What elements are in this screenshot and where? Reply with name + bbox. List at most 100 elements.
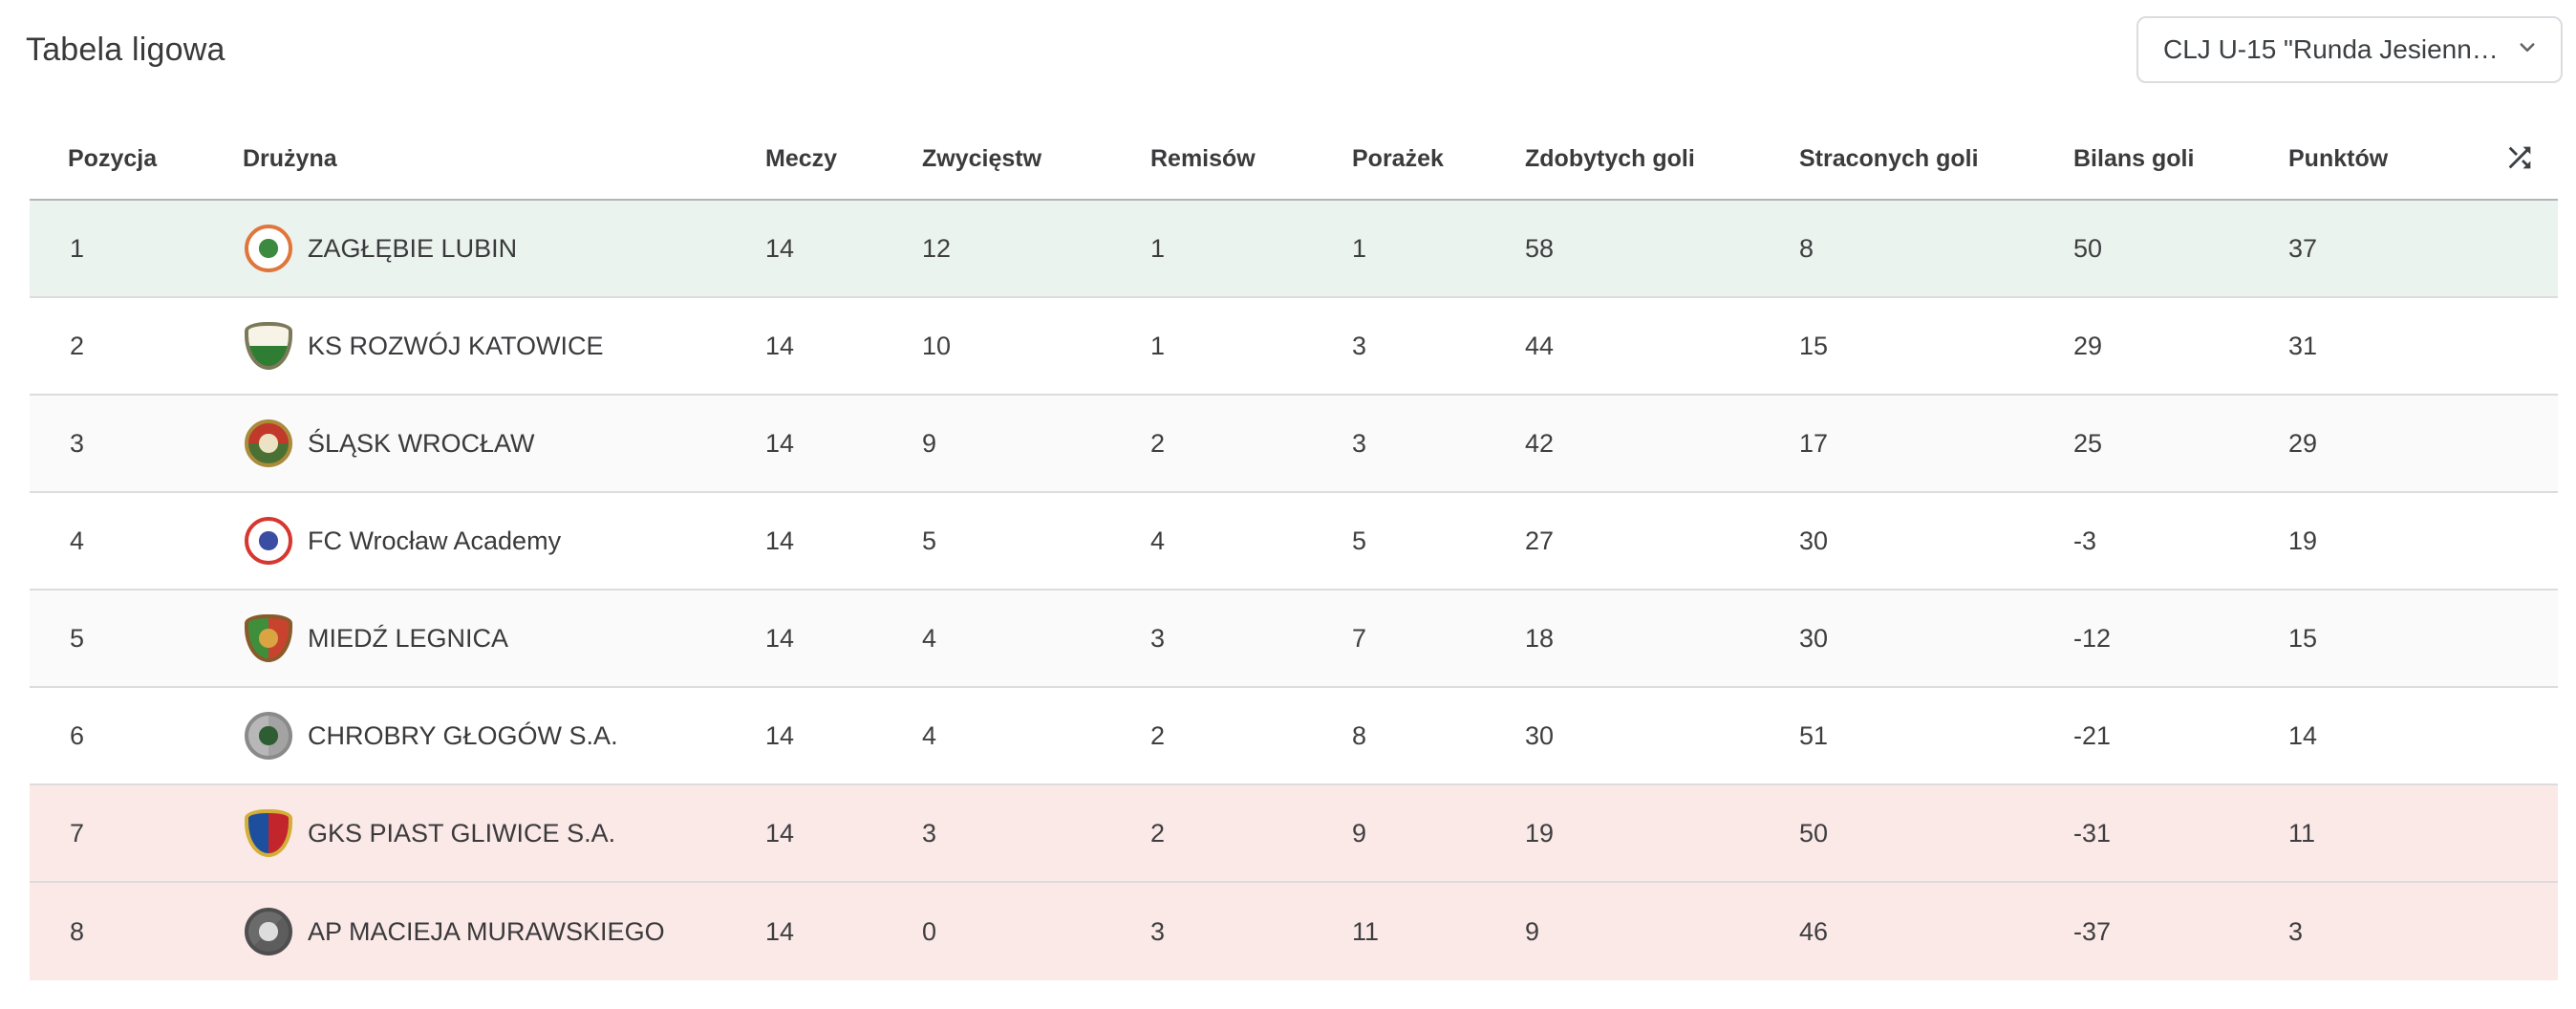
cell-goal_diff: -21 [2073, 720, 2112, 750]
cell-goal_diff: 25 [2073, 428, 2103, 458]
cell-pos: 2 [70, 331, 85, 360]
cell-pos: 6 [70, 720, 85, 750]
cell-goal_diff: -3 [2073, 526, 2097, 555]
rozwoj-katowice-crest-icon [245, 322, 292, 370]
team-name: FC Wrocław Academy [308, 526, 562, 555]
season-select-value: CLJ U-15 "Runda Jesienna G… [2163, 34, 2513, 64]
cell-wins: 10 [922, 331, 952, 360]
column-header-losses: Porażek [1352, 145, 1444, 172]
column-header-goals_against: Straconych goli [1799, 145, 1979, 172]
cell-wins: 3 [922, 818, 937, 848]
cell-losses: 3 [1352, 428, 1367, 458]
cell-goals_against: 8 [1799, 233, 1814, 263]
cell-losses: 1 [1352, 233, 1367, 263]
shuffle-header-cell [2481, 138, 2558, 181]
team-cell: ŚLĄSK WROCŁAW [243, 419, 765, 467]
cell-goals_for: 58 [1525, 233, 1555, 263]
cell-played: 14 [765, 623, 795, 653]
cell-draws: 2 [1150, 428, 1166, 458]
cell-points: 14 [2288, 720, 2318, 750]
ap-macieja-murawskiego-crest-icon [245, 908, 292, 955]
cell-played: 14 [765, 331, 795, 360]
column-header-played: Meczy [765, 145, 838, 172]
cell-wins: 12 [922, 233, 952, 263]
cell-played: 14 [765, 526, 795, 555]
page-title: Tabela ligowa [26, 31, 225, 68]
cell-goal_diff: -37 [2073, 916, 2112, 946]
cell-wins: 9 [922, 428, 937, 458]
cell-draws: 3 [1150, 623, 1166, 653]
table-row: 8 AP MACIEJA MURAWSKIEGO 14 0 3 11 9 46 -37 3 [30, 883, 2558, 980]
cell-goals_against: 50 [1799, 818, 1829, 848]
cell-points: 31 [2288, 331, 2318, 360]
team-name: ZAGŁĘBIE LUBIN [308, 233, 518, 263]
cell-draws: 4 [1150, 526, 1166, 555]
column-header-team: Drużyna [243, 145, 337, 172]
team-cell: AP MACIEJA MURAWSKIEGO [243, 908, 765, 955]
cell-played: 14 [765, 428, 795, 458]
cell-draws: 1 [1150, 331, 1166, 360]
cell-losses: 3 [1352, 331, 1367, 360]
column-header-wins: Zwycięstw [922, 145, 1042, 172]
cell-losses: 11 [1352, 916, 1380, 946]
cell-points: 37 [2288, 233, 2318, 263]
table-row: 7 GKS PIAST GLIWICE S.A. 14 3 2 9 19 50 -31 11 [30, 785, 2558, 883]
miedz-legnica-crest-icon [245, 614, 292, 662]
table-header-row: Pozycja Drużyna Meczy Zwycięstw Remisów Poraż… [30, 119, 2558, 199]
shuffle-button[interactable] [2500, 138, 2540, 181]
cell-pos: 1 [70, 233, 85, 263]
league-table: Pozycja Drużyna Meczy Zwycięstw Remisów Poraż… [30, 119, 2558, 980]
team-cell: KS ROZWÓJ KATOWICE [243, 322, 765, 370]
team-name: GKS PIAST GLIWICE S.A. [308, 818, 616, 848]
cell-pos: 3 [70, 428, 85, 458]
cell-losses: 5 [1352, 526, 1367, 555]
column-header-draws: Remisów [1150, 145, 1256, 172]
shuffle-icon [2503, 141, 2536, 177]
cell-goal_diff: 29 [2073, 331, 2103, 360]
column-header-goal_diff: Bilans goli [2073, 145, 2195, 172]
cell-losses: 8 [1352, 720, 1367, 750]
cell-pos: 8 [70, 916, 85, 946]
cell-played: 14 [765, 818, 795, 848]
team-cell: CHROBRY GŁOGÓW S.A. [243, 712, 765, 760]
cell-goals_for: 9 [1525, 916, 1540, 946]
cell-played: 14 [765, 233, 795, 263]
team-name: ŚLĄSK WROCŁAW [308, 428, 535, 458]
table-row: 2 KS ROZWÓJ KATOWICE 14 10 1 3 44 15 29 31 [30, 298, 2558, 396]
cell-goals_for: 18 [1525, 623, 1555, 653]
cell-goals_against: 30 [1799, 623, 1829, 653]
team-name: MIEDŹ LEGNICA [308, 623, 509, 653]
cell-goals_for: 44 [1525, 331, 1555, 360]
cell-pos: 4 [70, 526, 85, 555]
cell-goals_for: 42 [1525, 428, 1555, 458]
team-cell: ZAGŁĘBIE LUBIN [243, 225, 765, 272]
cell-goals_for: 19 [1525, 818, 1555, 848]
cell-goals_against: 30 [1799, 526, 1829, 555]
cell-goals_for: 27 [1525, 526, 1555, 555]
table-body: 1 ZAGŁĘBIE LUBIN 14 12 1 1 58 8 50 37 2 KS ROZWÓJ K… [30, 199, 2558, 980]
cell-goals_against: 46 [1799, 916, 1829, 946]
zaglebie-lubin-crest-icon [245, 225, 292, 272]
season-select[interactable]: CLJ U-15 "Runda Jesienna G… [2136, 16, 2563, 83]
cell-goals_against: 15 [1799, 331, 1829, 360]
cell-pos: 7 [70, 818, 85, 848]
fc-wroclaw-academy-crest-icon [245, 517, 292, 565]
team-cell: MIEDŹ LEGNICA [243, 614, 765, 662]
table-row: 5 MIEDŹ LEGNICA 14 4 3 7 18 30 -12 15 [30, 590, 2558, 688]
slask-wroclaw-crest-icon [245, 419, 292, 467]
cell-pos: 5 [70, 623, 85, 653]
cell-draws: 1 [1150, 233, 1166, 263]
column-header-goals_for: Zdobytych goli [1525, 145, 1695, 172]
cell-points: 29 [2288, 428, 2318, 458]
cell-points: 19 [2288, 526, 2318, 555]
cell-draws: 2 [1150, 720, 1166, 750]
cell-points: 15 [2288, 623, 2318, 653]
topbar: Tabela ligowa CLJ U-15 "Runda Jesienna G… [0, 0, 2576, 119]
cell-played: 14 [765, 916, 795, 946]
piast-gliwice-crest-icon [245, 809, 292, 857]
cell-goal_diff: 50 [2073, 233, 2103, 263]
cell-draws: 3 [1150, 916, 1166, 946]
table-row: 4 FC Wrocław Academy 14 5 4 5 27 30 -3 19 [30, 493, 2558, 590]
cell-goal_diff: -12 [2073, 623, 2112, 653]
